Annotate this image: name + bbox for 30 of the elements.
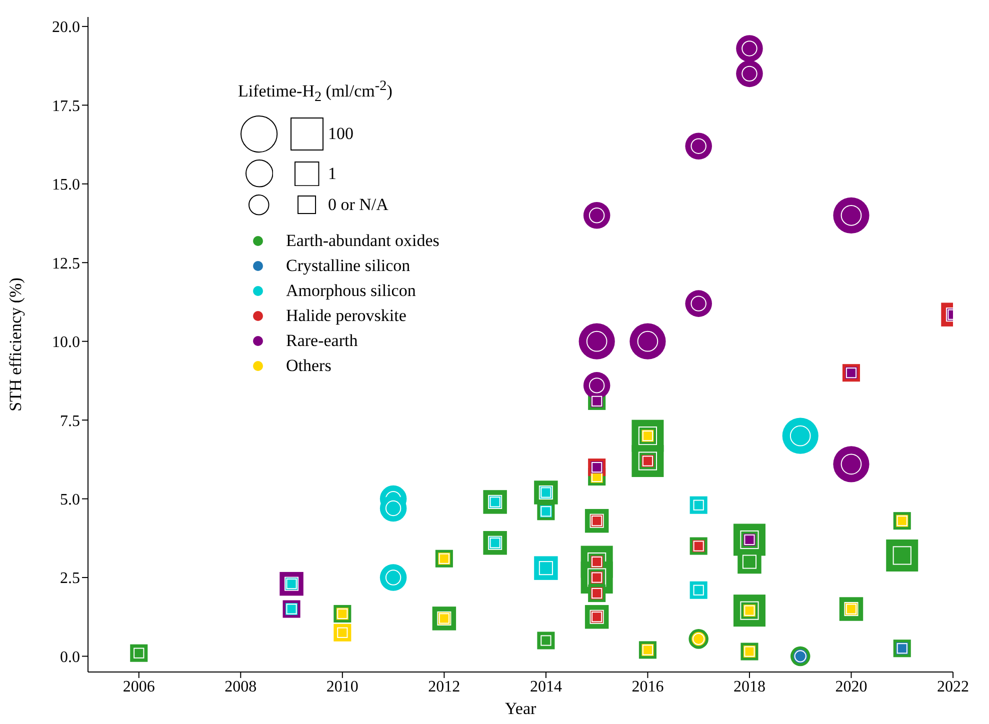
x-tick-label: 2018 bbox=[733, 678, 766, 696]
x-axis-title: Year bbox=[504, 699, 536, 718]
y-tick-label: 20.0 bbox=[52, 19, 80, 36]
legend-label: Earth-abundant oxides bbox=[286, 231, 440, 252]
x-tick-label: 2006 bbox=[122, 678, 155, 696]
legend-label: 0 or N/A bbox=[328, 194, 388, 215]
y-tick-label: 7.5 bbox=[60, 412, 80, 430]
x-tick-label: 2012 bbox=[428, 678, 460, 696]
legend-label: Rare-earth bbox=[286, 331, 358, 352]
legend-label: Crystalline silicon bbox=[286, 256, 410, 276]
legend-title: Lifetime-H$_{2}$ (ml/cm$^{-2}$) bbox=[238, 78, 394, 106]
x-tick-label: 2020 bbox=[835, 678, 868, 696]
x-tick-label: 2022 bbox=[937, 678, 969, 696]
x-tick-label: 2008 bbox=[224, 678, 257, 696]
x-tick-label: 2014 bbox=[530, 678, 562, 696]
y-tick-label: 2.5 bbox=[60, 570, 80, 588]
y-tick-label: 12.5 bbox=[52, 255, 80, 272]
x-tick-label: 2010 bbox=[326, 678, 358, 696]
x-tick-label: 2016 bbox=[632, 678, 664, 696]
y-tick-label: 5.0 bbox=[60, 491, 80, 508]
y-axis-title: STH efficiency (%) bbox=[6, 278, 26, 412]
y-tick-label: 15.0 bbox=[52, 176, 80, 194]
legend-label: 100 bbox=[328, 124, 354, 144]
y-tick-label: 17.5 bbox=[52, 98, 80, 115]
legend-label: 1 bbox=[328, 164, 336, 184]
legend-label: Amorphous silicon bbox=[286, 281, 416, 302]
y-tick-label: 0.0 bbox=[60, 648, 80, 666]
y-tick-label: 10.0 bbox=[52, 334, 80, 352]
legend-label: Others bbox=[286, 356, 332, 376]
legend-label: Halide perovskite bbox=[286, 306, 406, 326]
